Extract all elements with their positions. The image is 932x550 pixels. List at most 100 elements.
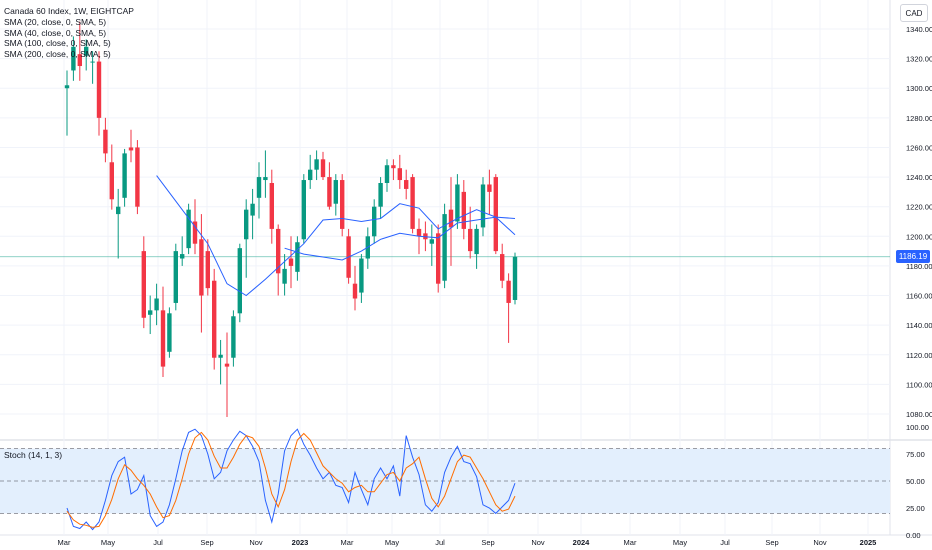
legend-sma-100[interactable]: SMA (100, close, 0, SMA, 5) bbox=[4, 38, 111, 49]
time-tick-label: Mar bbox=[624, 538, 637, 547]
time-tick-label: May bbox=[673, 538, 687, 547]
time-tick-label: May bbox=[101, 538, 115, 547]
candle-body bbox=[500, 254, 505, 281]
time-tick-label: Sep bbox=[200, 538, 213, 547]
price-tick-label: 1200.00 bbox=[906, 232, 932, 241]
candle-body bbox=[391, 165, 396, 169]
candle-body bbox=[180, 254, 185, 259]
legend-title[interactable]: Canada 60 Index, 1W, EIGHTCAP bbox=[4, 6, 134, 16]
candle-body bbox=[224, 363, 230, 367]
price-tick-label: 1340.00 bbox=[906, 25, 932, 34]
legend-sma-200[interactable]: SMA (200, close, 0, SMA, 5) bbox=[4, 49, 111, 60]
candle-body bbox=[64, 85, 70, 89]
grid-lines bbox=[0, 0, 932, 536]
stoch-tick-label: 100.00 bbox=[906, 423, 929, 432]
price-tick-label: 1160.00 bbox=[906, 292, 932, 301]
time-tick-label: Nov bbox=[249, 538, 263, 547]
stoch-legend[interactable]: Stoch (14, 1, 3) bbox=[4, 450, 63, 460]
candle-body bbox=[77, 54, 82, 67]
price-tick-label: 1240.00 bbox=[906, 173, 932, 182]
candle-body bbox=[295, 242, 300, 272]
candlestick-series bbox=[64, 21, 518, 417]
candle-body bbox=[186, 209, 191, 249]
candle-body bbox=[109, 162, 114, 200]
time-tick-label: Jul bbox=[720, 538, 730, 547]
time-axis: Mar May Jul Sep Nov 2023 Mar May Jul Sep Nov 2024 Ma… bbox=[58, 538, 877, 547]
stoch-tick-label: 50.00 bbox=[906, 477, 925, 486]
candle-body bbox=[442, 214, 447, 281]
candle-body bbox=[148, 310, 153, 315]
stoch-d-line bbox=[66, 431, 516, 528]
time-tick-label: 2024 bbox=[573, 538, 591, 547]
candle-body bbox=[461, 191, 466, 229]
candle-body bbox=[231, 316, 236, 358]
time-tick-label: 2025 bbox=[860, 538, 877, 547]
candle-body bbox=[250, 203, 255, 216]
candle-body bbox=[141, 251, 146, 318]
price-tick-label: 1080.00 bbox=[906, 410, 932, 419]
time-tick-label: Sep bbox=[765, 538, 778, 547]
candle-body bbox=[327, 177, 332, 207]
sma-20-line bbox=[156, 175, 516, 297]
candle-body bbox=[359, 258, 364, 293]
time-tick-label: Nov bbox=[531, 538, 545, 547]
price-tick-label: 1300.00 bbox=[906, 84, 932, 93]
candle-body bbox=[493, 177, 498, 252]
candle-body bbox=[288, 258, 294, 266]
candle-body bbox=[340, 180, 345, 229]
candle-body bbox=[487, 184, 492, 192]
candle-body bbox=[256, 177, 262, 198]
time-tick-label: Mar bbox=[58, 538, 71, 547]
candle-body bbox=[468, 228, 473, 252]
chart-legend: Canada 60 Index, 1W, EIGHTCAP SMA (20, c… bbox=[4, 6, 134, 60]
candle-body bbox=[116, 206, 121, 215]
candle-body bbox=[320, 159, 326, 178]
stoch-tick-label: 0.00 bbox=[906, 531, 921, 540]
candle-body bbox=[384, 165, 390, 183]
candle-body bbox=[429, 239, 434, 244]
time-tick-label: Nov bbox=[813, 538, 827, 547]
candle-body bbox=[352, 283, 358, 299]
stoch-lines bbox=[66, 428, 516, 531]
price-tick-label: 1320.00 bbox=[906, 55, 932, 64]
candle-body bbox=[416, 228, 422, 237]
candle-body bbox=[455, 184, 460, 222]
time-tick-label: Mar bbox=[341, 538, 354, 547]
candle-body bbox=[205, 251, 210, 289]
price-tick-label: 1220.00 bbox=[906, 203, 932, 212]
last-price-tag: 1186.19 bbox=[896, 250, 930, 264]
time-tick-label: Jul bbox=[435, 538, 445, 547]
candle-body bbox=[301, 180, 306, 240]
candle-body bbox=[480, 184, 486, 228]
candle-body bbox=[154, 298, 159, 311]
stoch-tick-label: 25.00 bbox=[906, 504, 925, 513]
price-tick-label: 1100.00 bbox=[906, 380, 932, 389]
candle-body bbox=[84, 46, 89, 56]
candle-body bbox=[122, 153, 127, 198]
candle-body bbox=[244, 209, 249, 240]
candle-body bbox=[372, 206, 377, 237]
candle-body bbox=[71, 46, 76, 71]
candle-body bbox=[128, 147, 134, 151]
candle-body bbox=[167, 313, 172, 352]
price-tick-label: 1280.00 bbox=[906, 114, 932, 123]
legend-sma-40[interactable]: SMA (40, close, 0, SMA, 5) bbox=[4, 27, 107, 38]
candle-body bbox=[276, 228, 281, 274]
candle-body bbox=[160, 310, 166, 367]
price-tick-label: 1180.00 bbox=[906, 262, 932, 271]
legend-sma-20[interactable]: SMA (20, close, 0, SMA, 5) bbox=[4, 16, 107, 27]
candle-body bbox=[512, 256, 518, 300]
time-tick-label: Sep bbox=[481, 538, 494, 547]
candle-body bbox=[474, 228, 479, 255]
sma-lines bbox=[156, 175, 516, 297]
candle-body bbox=[404, 180, 409, 189]
candle-body bbox=[96, 61, 102, 118]
price-tick-label: 1120.00 bbox=[906, 351, 932, 360]
candle-body bbox=[199, 239, 204, 296]
price-tick-label: 1140.00 bbox=[906, 321, 932, 330]
candle-body bbox=[506, 280, 511, 303]
price-tick-label: 1260.00 bbox=[906, 143, 932, 152]
currency-button[interactable]: CAD bbox=[900, 4, 928, 22]
candle-body bbox=[192, 221, 198, 244]
